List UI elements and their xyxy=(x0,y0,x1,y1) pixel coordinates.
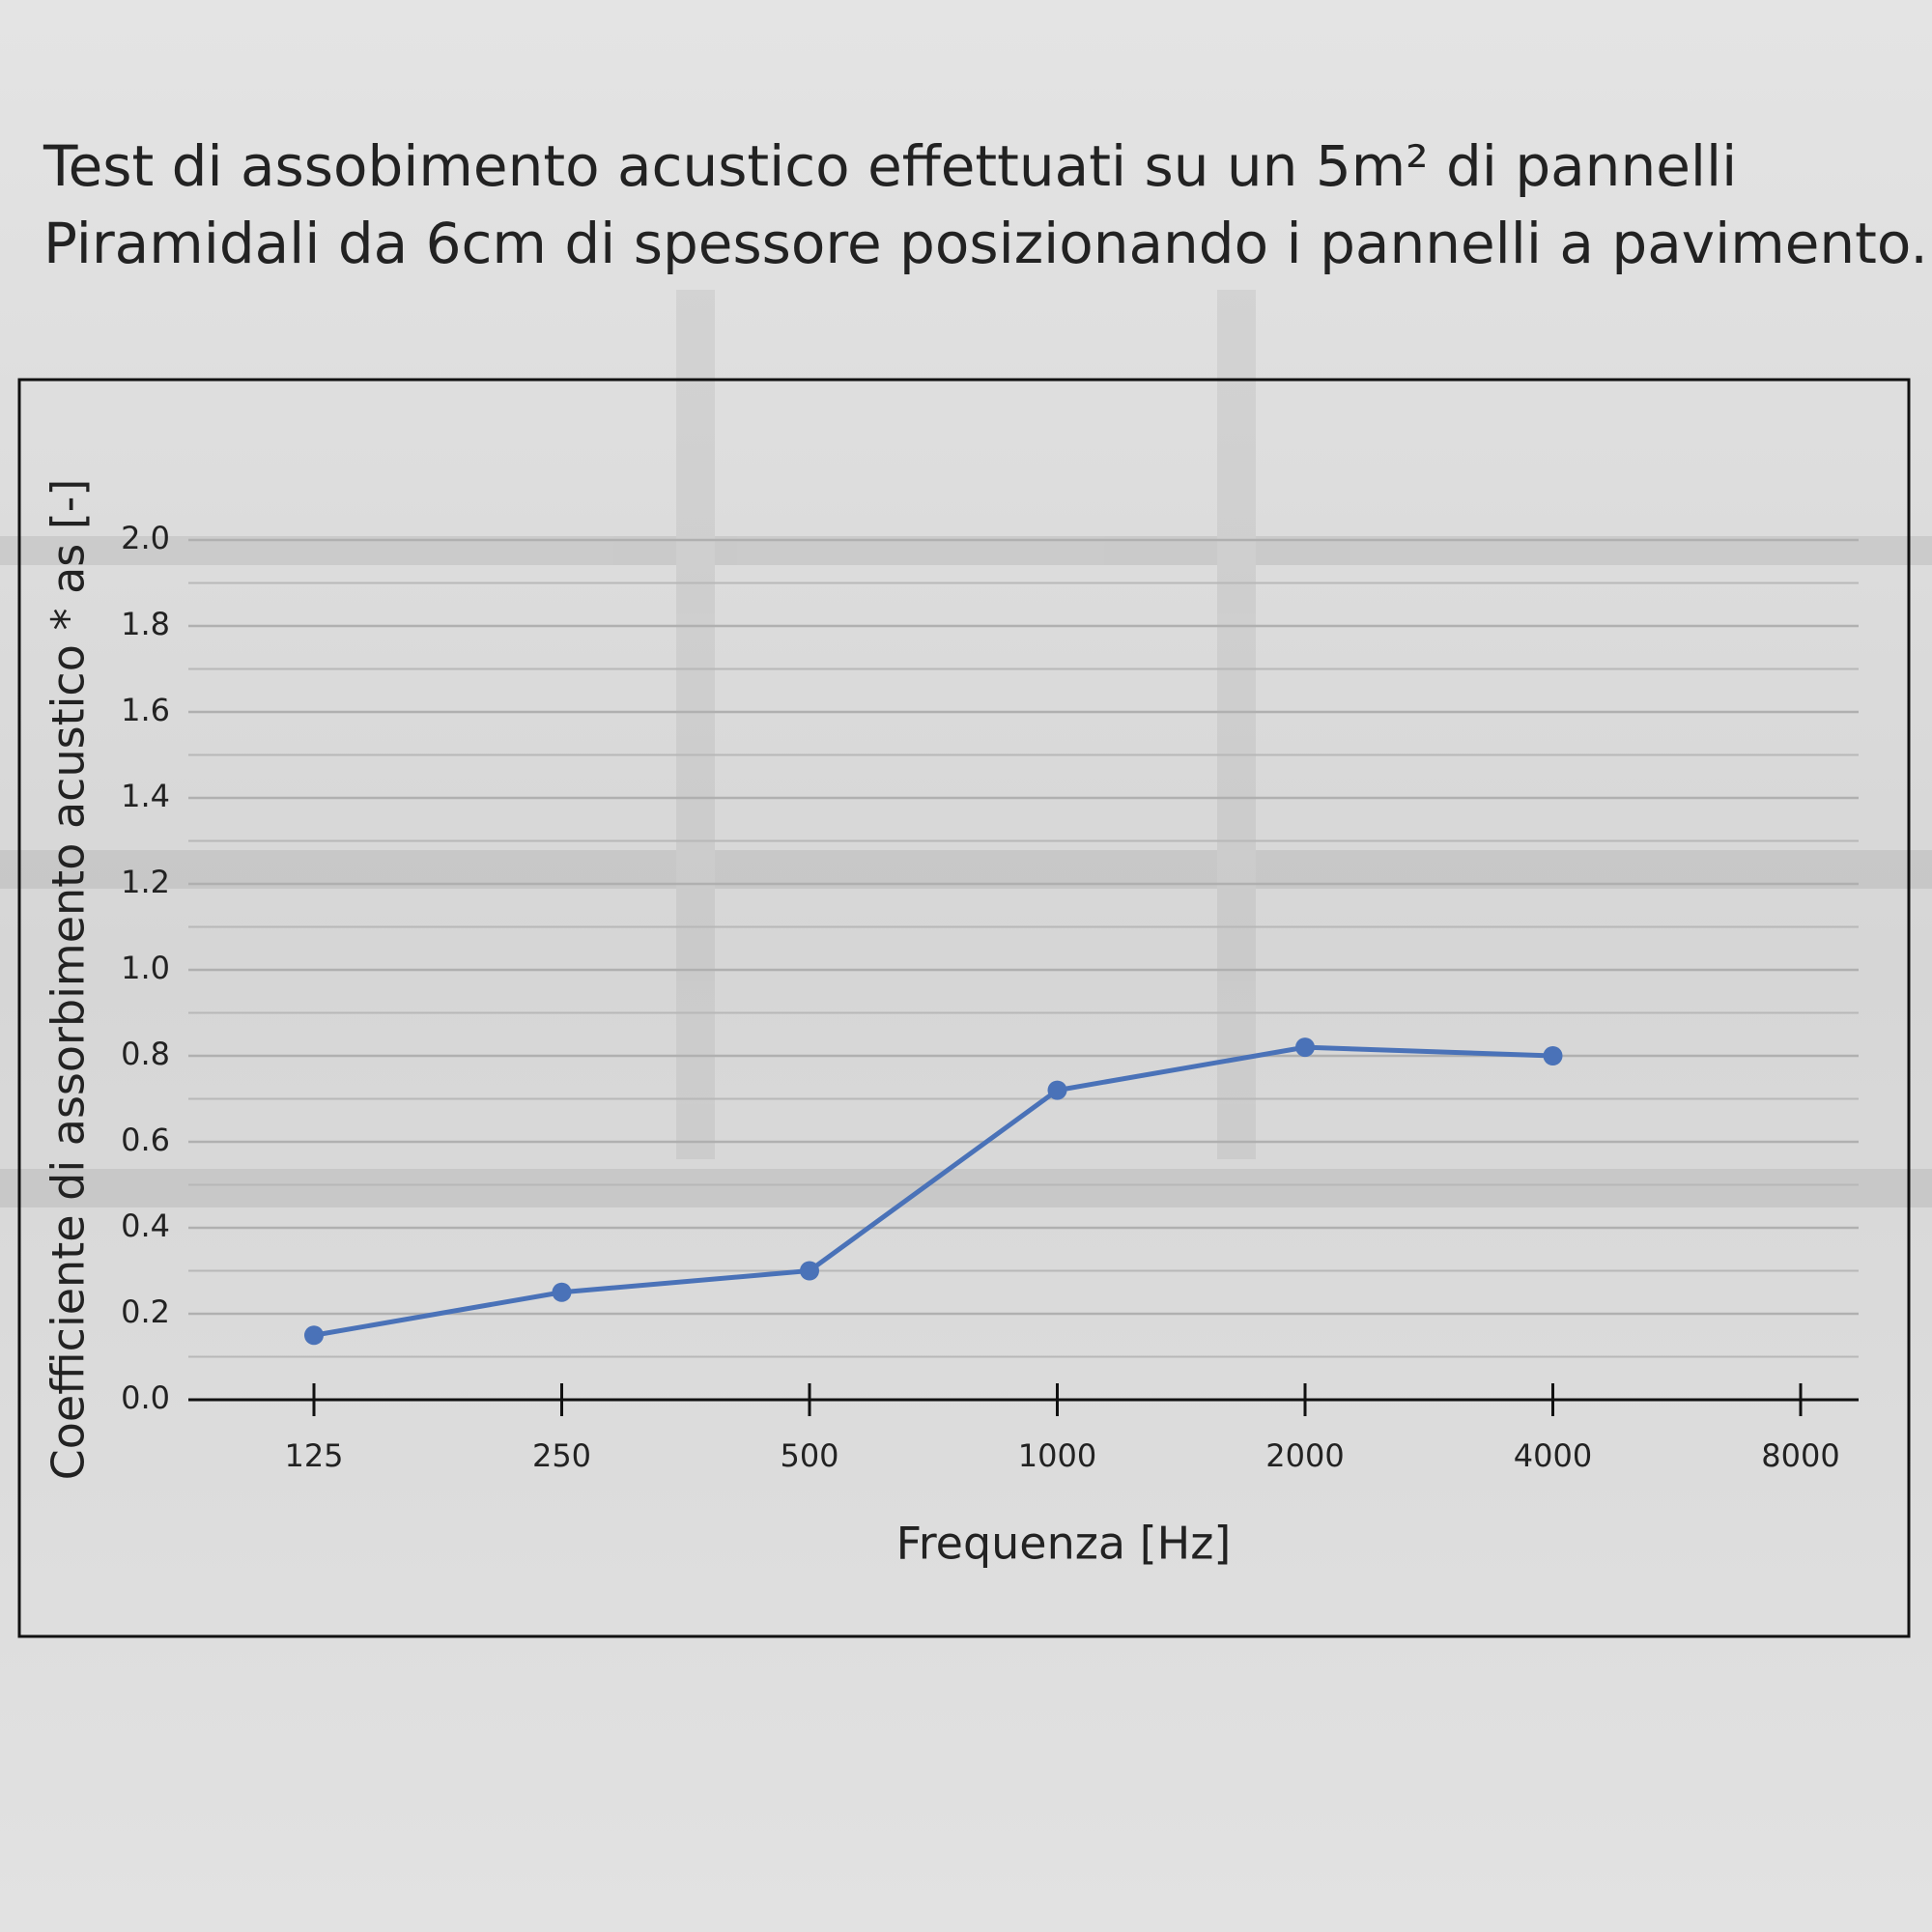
y-tick-label: 1.2 xyxy=(121,864,170,900)
chart-frame xyxy=(17,378,1911,1638)
y-tick-label: 1.6 xyxy=(121,692,170,728)
x-tick-label: 250 xyxy=(532,1437,591,1474)
y-tick-label: 0.6 xyxy=(121,1122,170,1158)
y-tick-label: 0.2 xyxy=(121,1293,170,1330)
x-tick-label: 8000 xyxy=(1761,1437,1839,1474)
y-tick-label: 2.0 xyxy=(121,520,170,556)
data-point xyxy=(304,1325,324,1346)
y-tick-label: 1.0 xyxy=(121,950,170,986)
chart-title: Test di assobimento acustico effettuati … xyxy=(43,133,1737,199)
y-tick-label: 1.4 xyxy=(121,778,170,814)
background-shelves xyxy=(0,290,1932,1208)
data-point xyxy=(1047,1080,1067,1100)
y-tick-label: 0.4 xyxy=(121,1208,170,1244)
x-tick-label: 2000 xyxy=(1265,1437,1344,1474)
y-tick-label: 1.8 xyxy=(121,606,170,642)
chart-title: Piramidali da 6cm di spessore posizionan… xyxy=(43,211,1928,276)
data-point xyxy=(552,1282,572,1302)
x-tick-label: 4000 xyxy=(1514,1437,1592,1474)
y-tick-label: 0.8 xyxy=(121,1036,170,1072)
data-point xyxy=(1543,1046,1563,1065)
series-line xyxy=(313,1044,1553,1338)
data-point xyxy=(800,1261,819,1281)
x-tick-label: 125 xyxy=(284,1437,343,1474)
x-tick-label: 1000 xyxy=(1018,1437,1096,1474)
y-tick-label: 0.0 xyxy=(121,1379,170,1416)
y-axis-title: Coefficiente di assorbimento acustico * … xyxy=(43,479,95,1481)
data-point xyxy=(1295,1037,1315,1058)
x-tick-label: 500 xyxy=(780,1437,838,1474)
x-axis-title: Frequenza [Hz] xyxy=(896,1518,1232,1570)
